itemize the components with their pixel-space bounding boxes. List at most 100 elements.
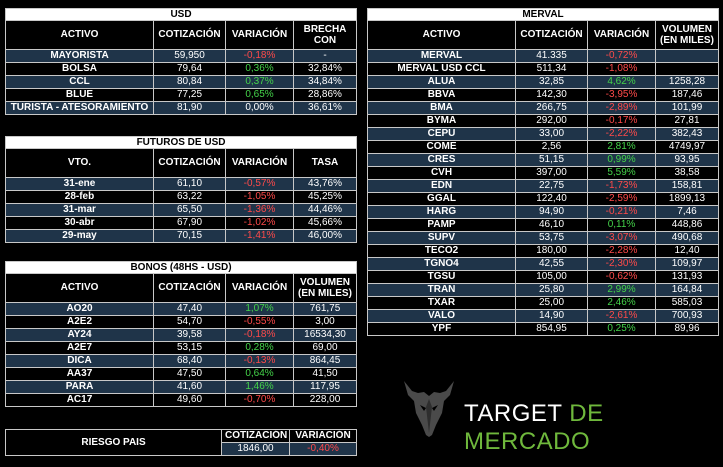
bonos-cell-activo: PARA bbox=[5, 380, 154, 394]
futuros-cell-variacion: -0,57% bbox=[225, 177, 294, 191]
merval-cell-variacion: 4,62% bbox=[587, 75, 656, 89]
usd-title: USD bbox=[5, 8, 357, 21]
table-row: MERVAL 41.335 -0,72% bbox=[367, 49, 719, 63]
merval-header-volumen: VOLUMEN (EN MILES) bbox=[655, 20, 719, 50]
bonos-cell-cotizacion: 49,60 bbox=[153, 393, 226, 407]
merval-cell-volumen: 38,58 bbox=[655, 166, 719, 180]
merval-cell-activo: EDN bbox=[367, 179, 516, 193]
merval-cell-volumen bbox=[655, 49, 719, 63]
bonos-header-activo: ACTIVO bbox=[5, 273, 154, 303]
merval-title: MERVAL bbox=[367, 8, 719, 21]
merval-cell-variacion: -2,28% bbox=[587, 244, 656, 258]
merval-cell-activo: TRAN bbox=[367, 283, 516, 297]
bonos-cell-activo: AO20 bbox=[5, 302, 154, 316]
futuros-cell-tasa: 46,00% bbox=[292, 229, 358, 243]
merval-table: MERVAL ACTIVO COTIZACIÓN VARIACIÓN VOLUM… bbox=[367, 8, 719, 336]
table-row: 31-mar 65,50 -1,36% 44,46% bbox=[5, 203, 358, 217]
table-row: PAMP 46,10 0,11% 448,86 bbox=[367, 218, 719, 232]
bonos-title: BONOS (48HS - USD) bbox=[5, 261, 357, 274]
merval-cell-volumen: 585,03 bbox=[655, 296, 719, 310]
futuros-cell-variacion: -1,02% bbox=[225, 216, 294, 230]
table-row: CCL 80,84 0,37% 34,84% bbox=[5, 75, 357, 89]
usd-cell-activo: BLUE bbox=[5, 88, 154, 102]
bonos-cell-activo: AA37 bbox=[5, 367, 154, 381]
usd-header-variacion: VARIACIÓN bbox=[225, 20, 294, 50]
merval-cell-cotizacion: 105,00 bbox=[515, 270, 588, 284]
bonos-cell-cotizacion: 47,40 bbox=[153, 302, 226, 316]
merval-cell-variacion: 2,46% bbox=[587, 296, 656, 310]
riesgo-header-variacion: VARIACIÓN bbox=[289, 429, 357, 443]
futuros-cell-vto: 31-mar bbox=[5, 203, 154, 217]
merval-cell-variacion: -2,22% bbox=[587, 127, 656, 141]
table-row: TXAR 25,00 2,46% 585,03 bbox=[367, 296, 719, 310]
merval-cell-cotizacion: 33,00 bbox=[515, 127, 588, 141]
usd-cell-cotizacion: 81,90 bbox=[153, 101, 226, 115]
futuros-header-variacion: VARIACIÓN bbox=[225, 148, 294, 178]
merval-cell-volumen: 448,86 bbox=[655, 218, 719, 232]
merval-cell-activo: ALUA bbox=[367, 75, 516, 89]
table-row: AA37 47,50 0,64% 41,50 bbox=[5, 367, 357, 381]
table-row: DICA 68,40 -0,13% 864,45 bbox=[5, 354, 357, 368]
merval-cell-variacion: -0,72% bbox=[587, 49, 656, 63]
merval-cell-variacion: -1,08% bbox=[587, 62, 656, 76]
merval-header-cotizacion: COTIZACIÓN bbox=[515, 20, 588, 50]
futuros-cell-vto: 29-may bbox=[5, 229, 154, 243]
merval-cell-cotizacion: 42,55 bbox=[515, 257, 588, 271]
bull-head-icon bbox=[404, 381, 454, 437]
table-row: 29-may 70,15 -1,41% 46,00% bbox=[5, 229, 358, 243]
usd-cell-variacion: -0,18% bbox=[225, 49, 294, 63]
merval-cell-variacion: 0,11% bbox=[587, 218, 656, 232]
bonos-cell-volumen: 41,50 bbox=[293, 367, 357, 381]
target-de-mercado-logo: TARGET DE MERCADO bbox=[402, 377, 722, 455]
futuros-header-tasa: TASA bbox=[292, 148, 358, 178]
bonos-cell-activo: AY24 bbox=[5, 328, 154, 342]
merval-cell-variacion: -1,73% bbox=[587, 179, 656, 193]
bonos-cell-volumen: 864,45 bbox=[293, 354, 357, 368]
merval-cell-cotizacion: 266,75 bbox=[515, 101, 588, 115]
table-row: BLUE 77,25 0,65% 28,86% bbox=[5, 88, 357, 102]
table-row: 30-abr 67,90 -1,02% 45,66% bbox=[5, 216, 358, 230]
merval-cell-variacion: 2,81% bbox=[587, 140, 656, 154]
futuros-cell-tasa: 44,46% bbox=[292, 203, 358, 217]
bonos-cell-volumen: 69,00 bbox=[293, 341, 357, 355]
usd-header-cotizacion: COTIZACIÓN bbox=[153, 20, 226, 50]
bonos-cell-volumen: 117,95 bbox=[293, 380, 357, 394]
usd-cell-cotizacion: 59,950 bbox=[153, 49, 226, 63]
futuros-cell-vto: 28-feb bbox=[5, 190, 154, 204]
merval-cell-volumen: 101,99 bbox=[655, 101, 719, 115]
merval-cell-variacion: -0,21% bbox=[587, 205, 656, 219]
table-row: BOLSA 79,64 0,36% 32,84% bbox=[5, 62, 357, 76]
futuros-cell-cotizacion: 61,10 bbox=[153, 177, 226, 191]
merval-cell-activo: COME bbox=[367, 140, 516, 154]
usd-cell-brecha: - bbox=[293, 49, 357, 63]
usd-cell-activo: BOLSA bbox=[5, 62, 154, 76]
table-row: MAYORISTA 59,950 -0,18% - bbox=[5, 49, 357, 63]
bonos-cell-activo: A2E2 bbox=[5, 315, 154, 329]
usd-cell-cotizacion: 79,64 bbox=[153, 62, 226, 76]
merval-cell-volumen: 131,93 bbox=[655, 270, 719, 284]
merval-cell-volumen: 382,43 bbox=[655, 127, 719, 141]
bonos-cell-cotizacion: 39,58 bbox=[153, 328, 226, 342]
merval-cell-variacion: -2,30% bbox=[587, 257, 656, 271]
bonos-cell-volumen: 228,00 bbox=[293, 393, 357, 407]
logo-text: TARGET DE MERCADO bbox=[464, 400, 722, 456]
merval-cell-cotizacion: 46,10 bbox=[515, 218, 588, 232]
merval-cell-activo: TXAR bbox=[367, 296, 516, 310]
bonos-cell-variacion: 0,64% bbox=[225, 367, 294, 381]
merval-cell-cotizacion: 511,34 bbox=[515, 62, 588, 76]
usd-cell-brecha: 28,86% bbox=[293, 88, 357, 102]
usd-table: USD ACTIVO COTIZACIÓN VARIACIÓN BRECHA C… bbox=[5, 8, 357, 115]
table-row: MERVAL USD CCL 511,34 -1,08% bbox=[367, 62, 719, 76]
table-row: AC17 49,60 -0,70% 228,00 bbox=[5, 393, 357, 407]
riesgo-pais-label: RIESGO PAIS bbox=[5, 429, 222, 456]
bonos-header-cotizacion: COTIZACIÓN bbox=[153, 273, 226, 303]
merval-cell-activo: CEPU bbox=[367, 127, 516, 141]
merval-cell-activo: GGAL bbox=[367, 192, 516, 206]
merval-cell-cotizacion: 122,40 bbox=[515, 192, 588, 206]
table-row: BYMA 292,00 -0,17% 27,81 bbox=[367, 114, 719, 128]
bonos-cell-variacion: -0,13% bbox=[225, 354, 294, 368]
futuros-cell-vto: 31-ene bbox=[5, 177, 154, 191]
futuros-cell-cotizacion: 65,50 bbox=[153, 203, 226, 217]
usd-cell-brecha: 34,84% bbox=[293, 75, 357, 89]
merval-cell-variacion: -2,59% bbox=[587, 192, 656, 206]
